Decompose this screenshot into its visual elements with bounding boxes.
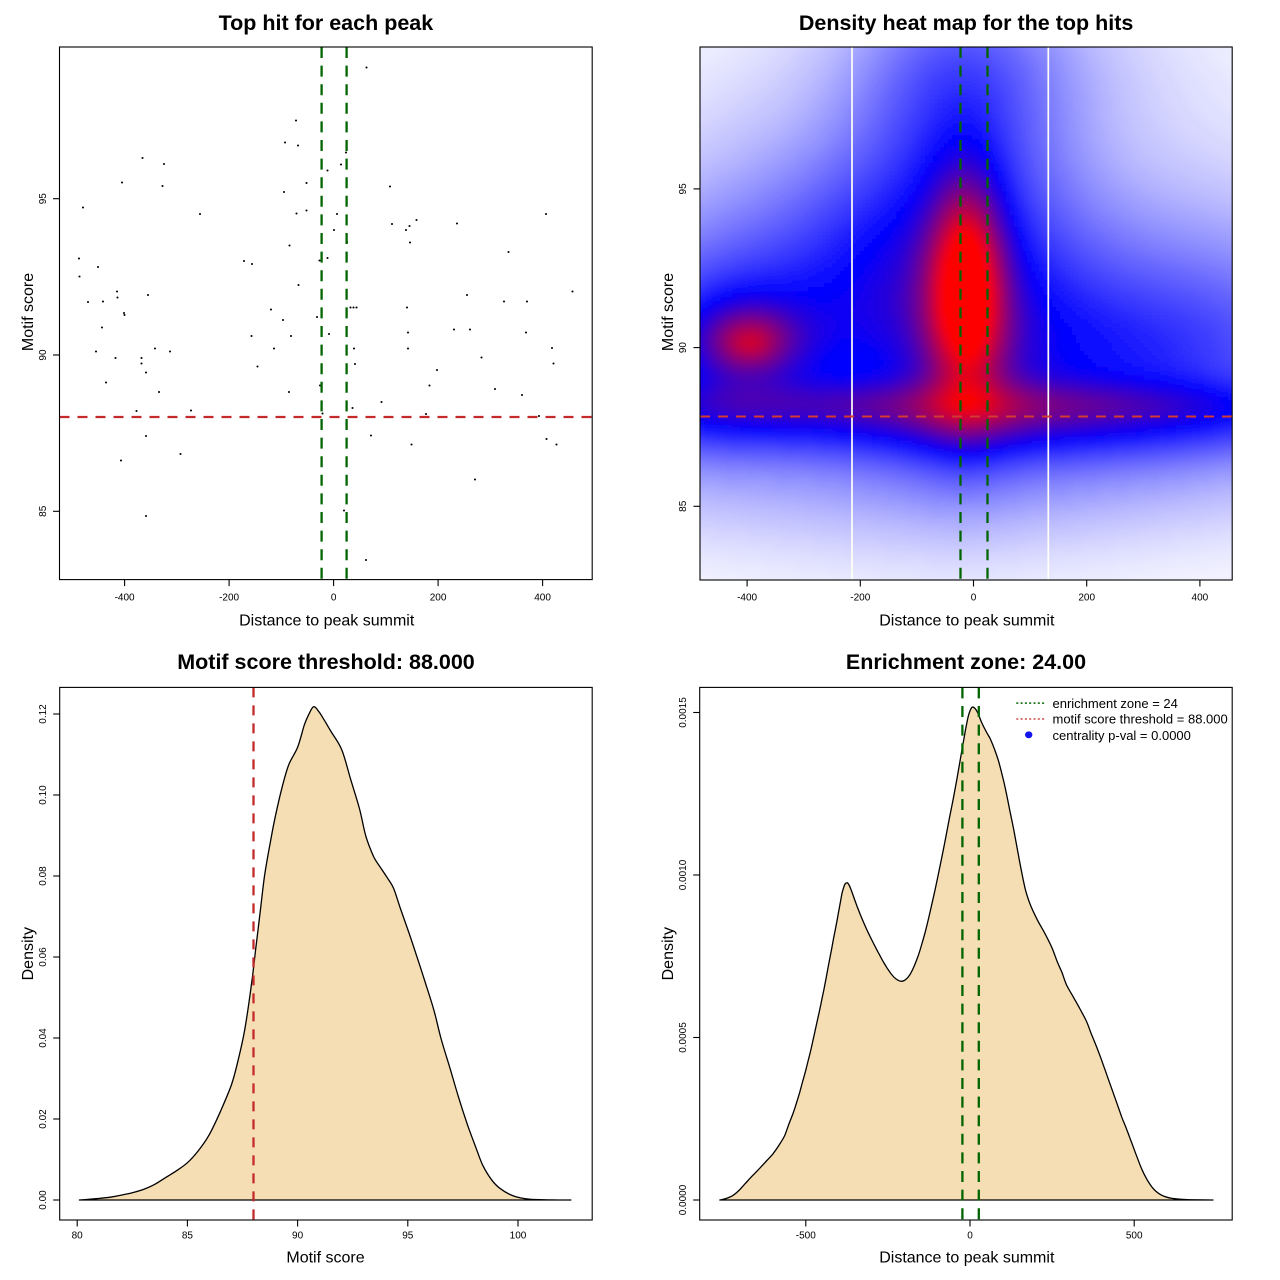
svg-text:enrichment zone = 24: enrichment zone = 24: [1053, 696, 1178, 711]
svg-text:90: 90: [292, 1231, 304, 1242]
svg-text:-400: -400: [737, 593, 757, 604]
svg-text:motif score threshold = 88.000: motif score threshold = 88.000: [1053, 712, 1228, 727]
svg-text:Top hit for each peak: Top hit for each peak: [219, 11, 434, 35]
svg-text:0.02: 0.02: [38, 1109, 49, 1129]
svg-text:Enrichment zone: 24.00: Enrichment zone: 24.00: [846, 650, 1086, 674]
svg-text:0.0015: 0.0015: [678, 697, 689, 728]
svg-text:500: 500: [1126, 1231, 1143, 1242]
svg-text:0.06: 0.06: [38, 947, 49, 967]
svg-text:centrality p-val = 0.0000: centrality p-val = 0.0000: [1053, 728, 1191, 743]
svg-text:400: 400: [534, 593, 551, 604]
svg-text:90: 90: [678, 342, 689, 354]
svg-text:0.10: 0.10: [38, 785, 49, 805]
svg-text:-200: -200: [219, 593, 239, 604]
svg-text:Motif score threshold: 88.000: Motif score threshold: 88.000: [177, 650, 475, 674]
svg-text:Density: Density: [660, 927, 677, 980]
svg-text:85: 85: [38, 505, 49, 517]
svg-text:Motif score: Motif score: [286, 1250, 364, 1267]
svg-text:95: 95: [678, 183, 689, 195]
svg-text:0.04: 0.04: [38, 1028, 49, 1048]
svg-text:0: 0: [967, 1231, 973, 1242]
svg-text:0.0000: 0.0000: [678, 1184, 689, 1215]
svg-text:0.12: 0.12: [38, 704, 49, 724]
svg-text:85: 85: [678, 500, 689, 512]
svg-text:-500: -500: [796, 1231, 816, 1242]
svg-text:Motif score: Motif score: [660, 273, 677, 351]
svg-text:0: 0: [331, 593, 337, 604]
svg-text:200: 200: [1078, 593, 1095, 604]
svg-text:100: 100: [510, 1231, 527, 1242]
svg-text:200: 200: [430, 593, 447, 604]
svg-text:0.08: 0.08: [38, 866, 49, 886]
svg-text:85: 85: [182, 1231, 194, 1242]
svg-text:95: 95: [38, 193, 49, 205]
svg-text:-200: -200: [850, 593, 870, 604]
svg-text:90: 90: [38, 349, 49, 361]
svg-text:95: 95: [402, 1231, 414, 1242]
svg-text:0.0005: 0.0005: [678, 1022, 689, 1053]
svg-text:400: 400: [1192, 593, 1209, 604]
svg-text:0.0010: 0.0010: [678, 859, 689, 890]
svg-text:Density heat map for the top h: Density heat map for the top hits: [799, 11, 1134, 35]
svg-text:Motif score: Motif score: [20, 273, 37, 351]
svg-text:Distance to peak summit: Distance to peak summit: [239, 613, 415, 630]
svg-text:Distance to peak summit: Distance to peak summit: [879, 613, 1055, 630]
svg-text:0: 0: [971, 593, 977, 604]
svg-text:Density: Density: [20, 927, 37, 980]
svg-text:-400: -400: [115, 593, 135, 604]
svg-text:0.00: 0.00: [38, 1190, 49, 1210]
svg-text:80: 80: [72, 1231, 84, 1242]
svg-text:Distance to peak summit: Distance to peak summit: [879, 1250, 1055, 1267]
